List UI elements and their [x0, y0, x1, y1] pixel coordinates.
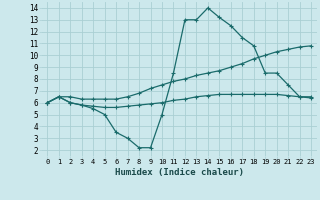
X-axis label: Humidex (Indice chaleur): Humidex (Indice chaleur) [115, 168, 244, 177]
